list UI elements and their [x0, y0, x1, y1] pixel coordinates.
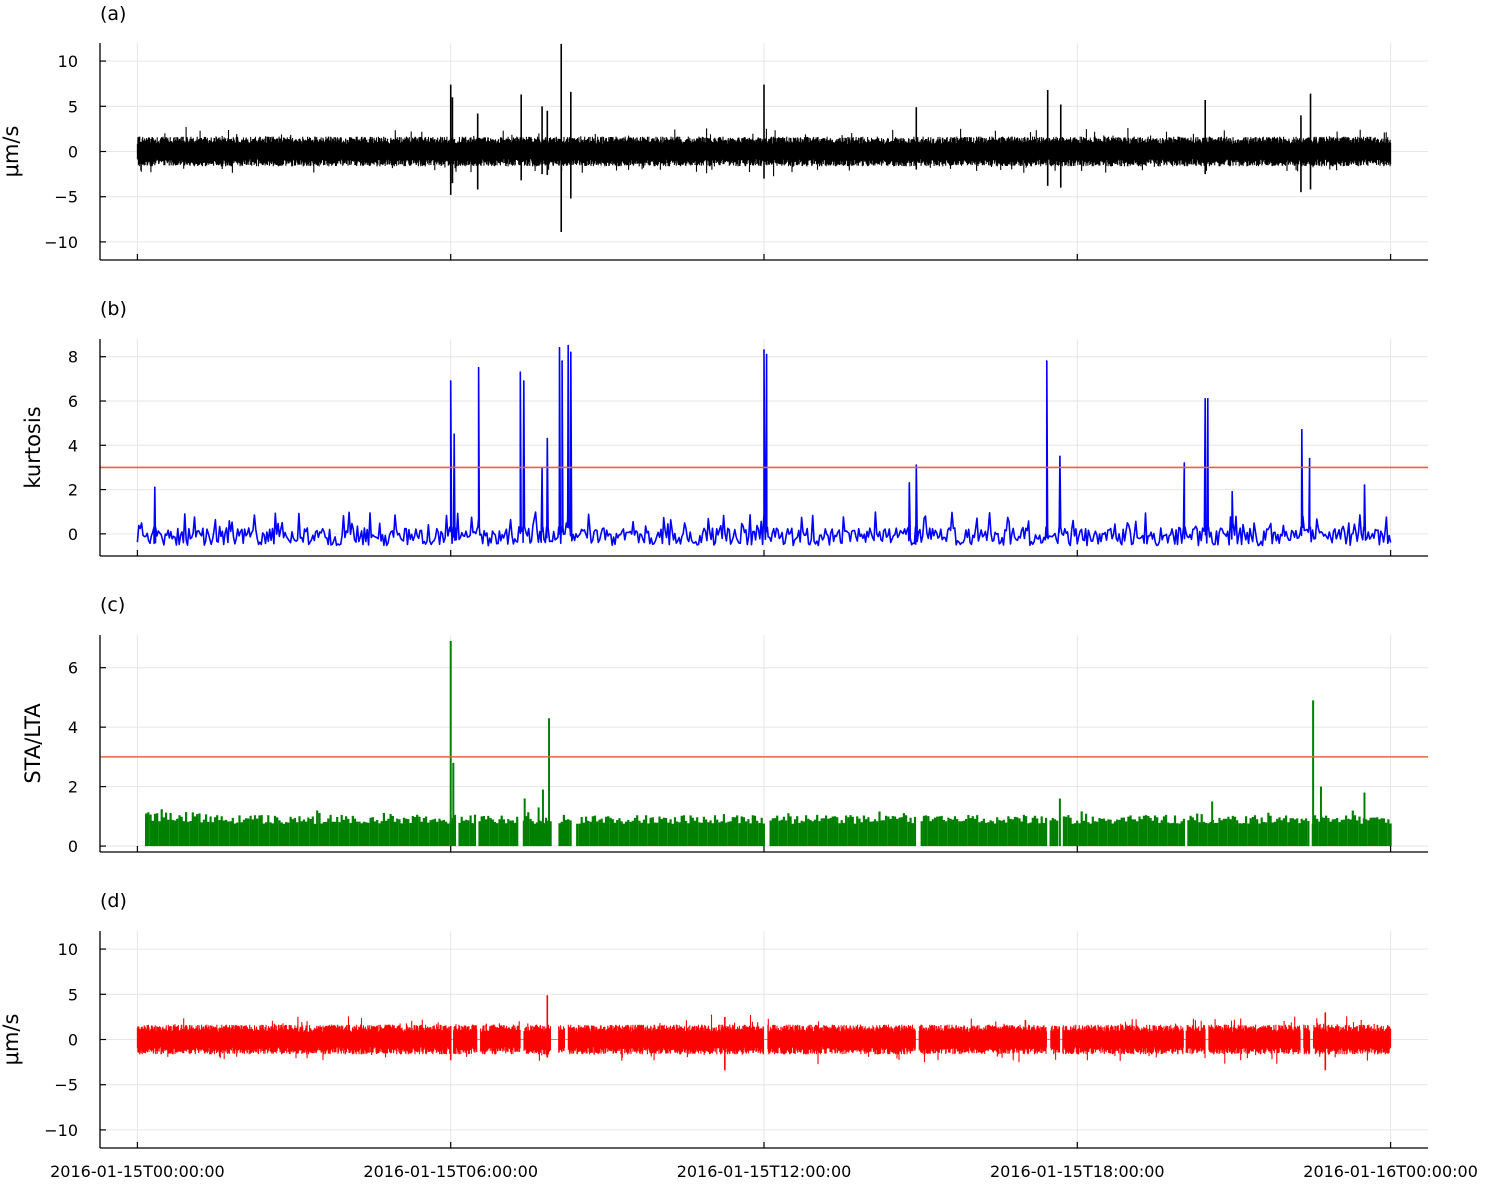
kurtosis-peak-point: [908, 482, 911, 484]
y-tick-label: 8: [68, 348, 78, 367]
kurtosis-peak-point: [154, 486, 156, 489]
y-tick-label: 0: [68, 1031, 78, 1050]
kurtosis-peak-point: [1301, 428, 1303, 431]
y-axis-title: STA/LTA: [21, 703, 45, 784]
kurtosis-peak-point: [1046, 360, 1048, 362]
kurtosis-peak-point: [567, 344, 569, 347]
kurtosis-peak-point: [1231, 490, 1233, 493]
y-tick-label: 10: [58, 52, 78, 71]
panel-a: (a) −10 −5 0 5 10 μm/s: [0, 3, 1428, 261]
y-tick-label: 0: [68, 837, 78, 856]
kurtosis-peak-point: [546, 437, 549, 440]
kurtosis-peak-point: [477, 366, 480, 369]
y-tick-label: 2: [68, 481, 78, 500]
panel-label: (c): [100, 594, 125, 616]
y-tick-label: −10: [44, 1121, 78, 1140]
x-tick-label: 2016-01-16T00:00:00: [1303, 1162, 1478, 1181]
x-tick-label: 2016-01-15T18:00:00: [990, 1162, 1165, 1181]
x-tick-label: 2016-01-15T12:00:00: [677, 1162, 852, 1181]
y-tick-label: 2: [68, 778, 78, 797]
kurtosis-peak-point: [1059, 455, 1061, 458]
kurtosis-peak-point: [763, 349, 765, 351]
kurtosis-peak-point: [523, 380, 525, 382]
kurtosis-peak-point: [453, 433, 455, 436]
y-tick-label: 6: [68, 659, 78, 678]
panel-label: (a): [100, 3, 126, 25]
panel-b: (b) 0 2 4 6 8 kurtosis: [21, 298, 1428, 557]
y-tick-label: 0: [68, 143, 78, 162]
sta-lta-bars: [145, 809, 1392, 847]
kurtosis-peak-point: [558, 347, 561, 349]
y-tick-label: 0: [68, 525, 78, 544]
kurtosis-peak-point: [561, 360, 563, 362]
kurtosis-peak-point: [1363, 484, 1366, 486]
panel-label: (b): [100, 298, 127, 320]
kurtosis-line: [136, 344, 1392, 547]
trace-line: [136, 127, 1392, 177]
panel-c: (c) 0 2 4 6 STA/LTA: [21, 594, 1428, 856]
x-tick-label: 2016-01-15T00:00:00: [50, 1162, 225, 1181]
kurtosis-peak-point: [915, 464, 918, 467]
y-tick-label: 10: [58, 940, 78, 959]
y-axis-title: μm/s: [0, 126, 23, 178]
y-tick-label: −5: [54, 188, 78, 207]
kurtosis-peak-point: [765, 353, 768, 356]
kurtosis-peak-point: [1183, 462, 1186, 464]
y-tick-label: −10: [44, 233, 78, 252]
y-axis-title: μm/s: [0, 1014, 23, 1066]
kurtosis-peak-point: [449, 380, 452, 382]
panel-label: (d): [100, 890, 127, 912]
trace-line: [136, 1014, 1392, 1065]
kurtosis-peak-point: [1207, 397, 1209, 400]
kurtosis-peak-point: [519, 371, 522, 374]
y-tick-label: 4: [68, 718, 78, 737]
y-tick-label: 6: [68, 392, 78, 411]
y-tick-label: 5: [68, 97, 78, 116]
kurtosis-peak-point: [570, 351, 572, 354]
y-tick-label: 4: [68, 436, 78, 455]
y-tick-label: −5: [54, 1076, 78, 1095]
y-tick-label: 5: [68, 985, 78, 1004]
x-tick-label: 2016-01-15T06:00:00: [363, 1162, 538, 1181]
kurtosis-peak-point: [1308, 457, 1311, 460]
panel-d: (d) −10 −5 0 5 10 μm/s 2016-01-15T00:00:00 2016-…: [0, 890, 1478, 1181]
y-axis-title: kurtosis: [21, 406, 45, 488]
kurtosis-peak-point: [1204, 397, 1207, 400]
